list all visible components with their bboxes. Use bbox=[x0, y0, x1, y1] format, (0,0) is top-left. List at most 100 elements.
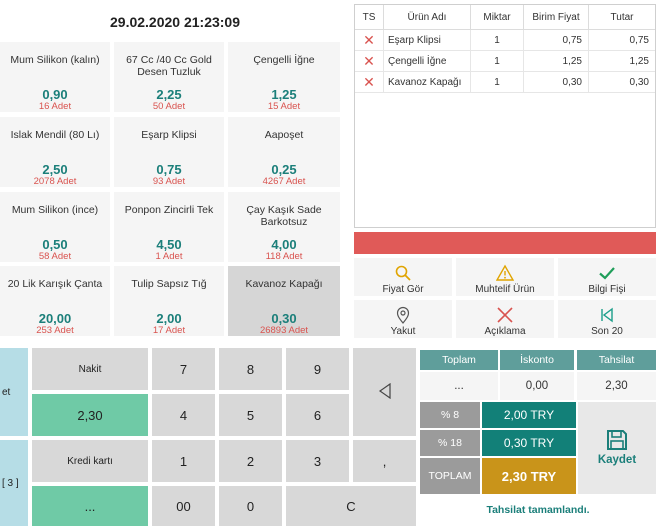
tax-rate-8: % 8 bbox=[420, 402, 480, 428]
credit-card-button[interactable]: Kredi kartı bbox=[32, 440, 148, 482]
table-row[interactable]: ✕ Çengelli İğne 1 1,25 1,25 bbox=[355, 50, 655, 72]
product-tile[interactable]: Tulip Sapsız Tığ 2,00 17 Adet bbox=[114, 266, 224, 336]
alert-bar bbox=[354, 232, 656, 254]
key-clear[interactable]: C bbox=[286, 486, 416, 526]
product-stock: 118 Adet bbox=[265, 251, 303, 262]
row-total: 0,30 bbox=[588, 71, 655, 93]
left-edge-button-bottom[interactable]: [ 3 ] bbox=[0, 440, 28, 526]
yakut-button[interactable]: Yakut bbox=[354, 300, 452, 338]
key-7-label: 7 bbox=[179, 361, 188, 377]
total-value: ... bbox=[420, 372, 498, 400]
row-qty: 1 bbox=[470, 50, 524, 72]
checkmark-icon bbox=[558, 264, 656, 282]
credit-card-label: Kredi kartı bbox=[67, 455, 113, 467]
product-grid: Mum Silikon (kalın) 0,90 16 Adet 67 Cc /… bbox=[0, 0, 350, 340]
delete-icon[interactable]: ✕ bbox=[355, 50, 384, 72]
key-4[interactable]: 4 bbox=[152, 394, 215, 436]
row-unit-price: 1,25 bbox=[523, 50, 589, 72]
misc-product-button[interactable]: Muhtelif Ürün bbox=[456, 258, 554, 296]
product-stock: 4267 Adet bbox=[262, 176, 306, 187]
save-button[interactable]: Kaydet bbox=[578, 402, 656, 494]
key-3-label: 3 bbox=[313, 453, 322, 469]
product-tile-selected[interactable]: Kavanoz Kapağı 0,30 26893 Adet bbox=[228, 266, 340, 336]
key-0[interactable]: 0 bbox=[219, 486, 282, 526]
status-message: Tahsilat tamamlandı. bbox=[486, 504, 590, 516]
product-price: 2,00 bbox=[156, 311, 182, 326]
delete-icon[interactable]: ✕ bbox=[355, 71, 384, 93]
tax-rate-18: % 18 bbox=[420, 430, 480, 456]
row-product: Kavanoz Kapağı bbox=[383, 71, 471, 93]
product-price: 1,25 bbox=[271, 87, 297, 102]
tax-amount-8: 2,00 TRY bbox=[482, 402, 576, 428]
key-comma[interactable]: , bbox=[353, 440, 416, 482]
product-tile[interactable]: Aapoşet 0,25 4267 Adet bbox=[228, 117, 340, 187]
total-header: Toplam bbox=[420, 350, 498, 370]
product-name: Eşarp Klipsi bbox=[141, 129, 197, 141]
product-tile[interactable]: Islak Mendil (80 Lı) 2,50 2078 Adet bbox=[0, 117, 110, 187]
key-8[interactable]: 8 bbox=[219, 348, 282, 390]
product-price: 4,50 bbox=[156, 237, 182, 252]
product-stock: 26893 Adet bbox=[259, 325, 309, 336]
product-tile[interactable]: Mum Silikon (ince) 0,50 58 Adet bbox=[0, 192, 110, 262]
product-stock: 50 Adet bbox=[152, 101, 186, 112]
product-stock: 1 Adet bbox=[155, 251, 183, 262]
product-name: Mum Silikon (ince) bbox=[11, 204, 99, 216]
product-tile[interactable]: Çengelli İğne 1,25 15 Adet bbox=[228, 42, 340, 112]
info-slip-button[interactable]: Bilgi Fişi bbox=[558, 258, 656, 296]
key-00[interactable]: 00 bbox=[152, 486, 215, 526]
search-icon bbox=[354, 264, 452, 282]
product-name: Kavanoz Kapağı bbox=[245, 278, 323, 290]
cash-amount-field[interactable]: 2,30 bbox=[32, 394, 148, 436]
product-tile[interactable]: 67 Cc /40 Cc Gold Desen Tuzluk 2,25 50 A… bbox=[114, 42, 224, 112]
key-9-label: 9 bbox=[313, 361, 322, 377]
last-20-button[interactable]: Son 20 bbox=[558, 300, 656, 338]
row-unit-price: 0,75 bbox=[523, 29, 589, 51]
row-product: Eşarp Klipsi bbox=[383, 29, 471, 51]
credit-amount-field[interactable]: ... bbox=[32, 486, 148, 526]
yakut-label: Yakut bbox=[390, 326, 416, 337]
product-name: Aapoşet bbox=[264, 129, 304, 141]
key-8-label: 8 bbox=[246, 361, 255, 377]
price-check-button[interactable]: Fiyat Gör bbox=[354, 258, 452, 296]
column-header-total: Tutar bbox=[588, 5, 655, 30]
product-tile[interactable]: 20 Lik Karışık Çanta 20,00 253 Adet bbox=[0, 266, 110, 336]
key-7[interactable]: 7 bbox=[152, 348, 215, 390]
product-price: 4,00 bbox=[271, 237, 297, 252]
key-5[interactable]: 5 bbox=[219, 394, 282, 436]
location-pin-icon bbox=[354, 306, 452, 324]
misc-product-label: Muhtelif Ürün bbox=[475, 284, 535, 295]
column-header-product: Ürün Adı bbox=[383, 5, 471, 30]
description-label: Açıklama bbox=[484, 326, 526, 337]
product-tile[interactable]: Ponpon Zincirli Tek 4,50 1 Adet bbox=[114, 192, 224, 262]
product-tile[interactable]: Eşarp Klipsi 0,75 93 Adet bbox=[114, 117, 224, 187]
left-edge-button-top[interactable]: et bbox=[0, 348, 28, 436]
skip-back-icon bbox=[558, 306, 656, 324]
column-header-ts: TS bbox=[355, 5, 384, 30]
product-stock: 93 Adet bbox=[152, 176, 186, 187]
product-name: Çay Kaşık Sade Barkotsuz bbox=[246, 204, 322, 228]
backspace-button[interactable] bbox=[353, 348, 416, 436]
cash-button[interactable]: Nakit bbox=[32, 348, 148, 390]
product-name: Islak Mendil (80 Lı) bbox=[10, 129, 100, 141]
key-2[interactable]: 2 bbox=[219, 440, 282, 482]
product-price: 2,50 bbox=[42, 162, 68, 177]
floppy-disk-icon bbox=[605, 428, 629, 452]
key-1[interactable]: 1 bbox=[152, 440, 215, 482]
product-stock: 16 Adet bbox=[38, 101, 72, 112]
description-button[interactable]: Açıklama bbox=[456, 300, 554, 338]
key-6[interactable]: 6 bbox=[286, 394, 349, 436]
backspace-icon bbox=[378, 382, 392, 402]
key-6-label: 6 bbox=[313, 407, 322, 423]
product-tile[interactable]: Mum Silikon (kalın) 0,90 16 Adet bbox=[0, 42, 110, 112]
table-row[interactable]: ✕ Eşarp Klipsi 1 0,75 0,75 bbox=[355, 29, 655, 51]
key-5-label: 5 bbox=[246, 407, 255, 423]
discount-value[interactable]: 0,00 bbox=[500, 372, 574, 400]
key-9[interactable]: 9 bbox=[286, 348, 349, 390]
table-row[interactable]: ✕ Kavanoz Kapağı 1 0,30 0,30 bbox=[355, 71, 655, 93]
delete-icon[interactable]: ✕ bbox=[355, 29, 384, 51]
product-tile[interactable]: Çay Kaşık Sade Barkotsuz 4,00 118 Adet bbox=[228, 192, 340, 262]
key-3[interactable]: 3 bbox=[286, 440, 349, 482]
price-check-label: Fiyat Gör bbox=[382, 284, 424, 295]
product-price: 0,25 bbox=[271, 162, 297, 177]
product-stock: 17 Adet bbox=[152, 325, 186, 336]
